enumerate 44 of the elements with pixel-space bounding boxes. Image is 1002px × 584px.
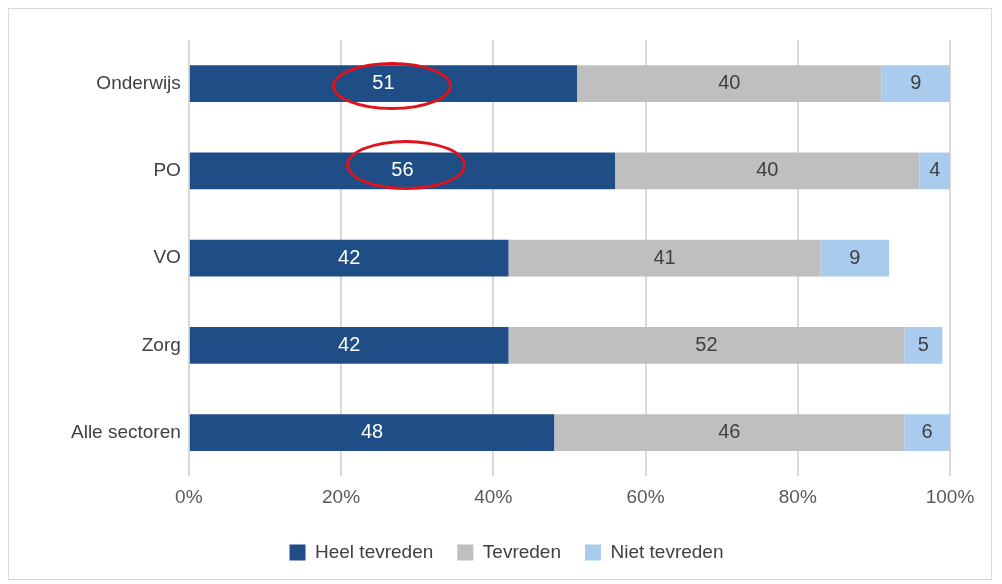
x-tick-label: 60% bbox=[626, 485, 665, 507]
x-tick-label: 80% bbox=[778, 485, 817, 507]
y-tick-label: Onderwijs bbox=[96, 71, 181, 93]
bar bbox=[189, 239, 509, 277]
y-tick-label: VO bbox=[153, 246, 181, 268]
bar bbox=[820, 239, 890, 277]
data-label: 51 bbox=[372, 71, 395, 94]
data-label: 9 bbox=[910, 71, 922, 94]
bar bbox=[904, 327, 943, 364]
bar bbox=[904, 414, 950, 451]
data-label: 41 bbox=[653, 245, 676, 268]
data-label: 42 bbox=[338, 245, 361, 268]
data-label: 42 bbox=[338, 332, 361, 355]
y-tick-label: PO bbox=[153, 159, 181, 181]
bar bbox=[554, 414, 905, 451]
data-label: 40 bbox=[756, 158, 779, 181]
y-tick-label: Alle sectoren bbox=[70, 420, 181, 442]
x-tick-label: 100% bbox=[925, 485, 975, 507]
legend-label: Tevreden bbox=[482, 540, 561, 562]
data-label: 9 bbox=[849, 245, 861, 268]
bar bbox=[189, 414, 555, 451]
bar bbox=[881, 65, 950, 102]
bar bbox=[919, 152, 950, 190]
data-label: 52 bbox=[695, 332, 718, 355]
legend-label: Heel tevreden bbox=[315, 540, 434, 562]
data-label: 40 bbox=[718, 71, 741, 94]
data-label: 46 bbox=[718, 420, 741, 443]
y-tick-label: Zorg bbox=[141, 333, 181, 355]
bar bbox=[577, 65, 882, 102]
bar bbox=[189, 152, 616, 190]
x-tick-label: 20% bbox=[322, 485, 361, 507]
legend-label: Niet tevreden bbox=[610, 540, 724, 562]
bar bbox=[508, 239, 821, 277]
data-label: 4 bbox=[929, 158, 941, 181]
x-tick-label: 40% bbox=[474, 485, 513, 507]
bar bbox=[189, 65, 578, 102]
data-label: 6 bbox=[921, 420, 933, 443]
bar bbox=[508, 327, 905, 364]
data-label: 48 bbox=[360, 420, 384, 443]
bar bbox=[189, 327, 509, 364]
data-label: 5 bbox=[917, 332, 929, 355]
data-label: 56 bbox=[391, 158, 414, 181]
x-tick-label: 0% bbox=[175, 485, 203, 507]
bar bbox=[615, 152, 920, 190]
